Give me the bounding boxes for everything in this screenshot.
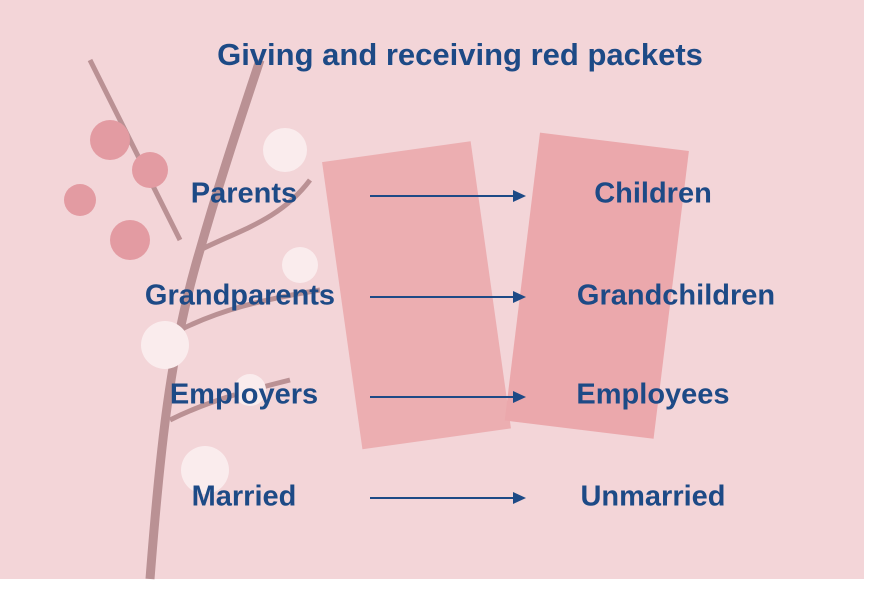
giver: Married (192, 481, 297, 513)
page: Giving and receiving red packets Parents… (0, 0, 879, 593)
receiver: Employees (576, 379, 729, 411)
flower (141, 321, 189, 369)
giver: Parents (191, 178, 297, 210)
flower (282, 247, 318, 283)
flower (64, 184, 96, 216)
flower (110, 220, 150, 260)
flower (132, 152, 168, 188)
title: Giving and receiving red packets (217, 37, 703, 72)
flower (263, 128, 307, 172)
receiver: Children (594, 178, 712, 210)
receiver: Grandchildren (577, 280, 775, 312)
giver: Grandparents (145, 280, 335, 312)
giver: Employers (170, 379, 318, 411)
receiver: Unmarried (580, 481, 725, 513)
slide: Giving and receiving red packets Parents… (0, 0, 879, 593)
flower (90, 120, 130, 160)
